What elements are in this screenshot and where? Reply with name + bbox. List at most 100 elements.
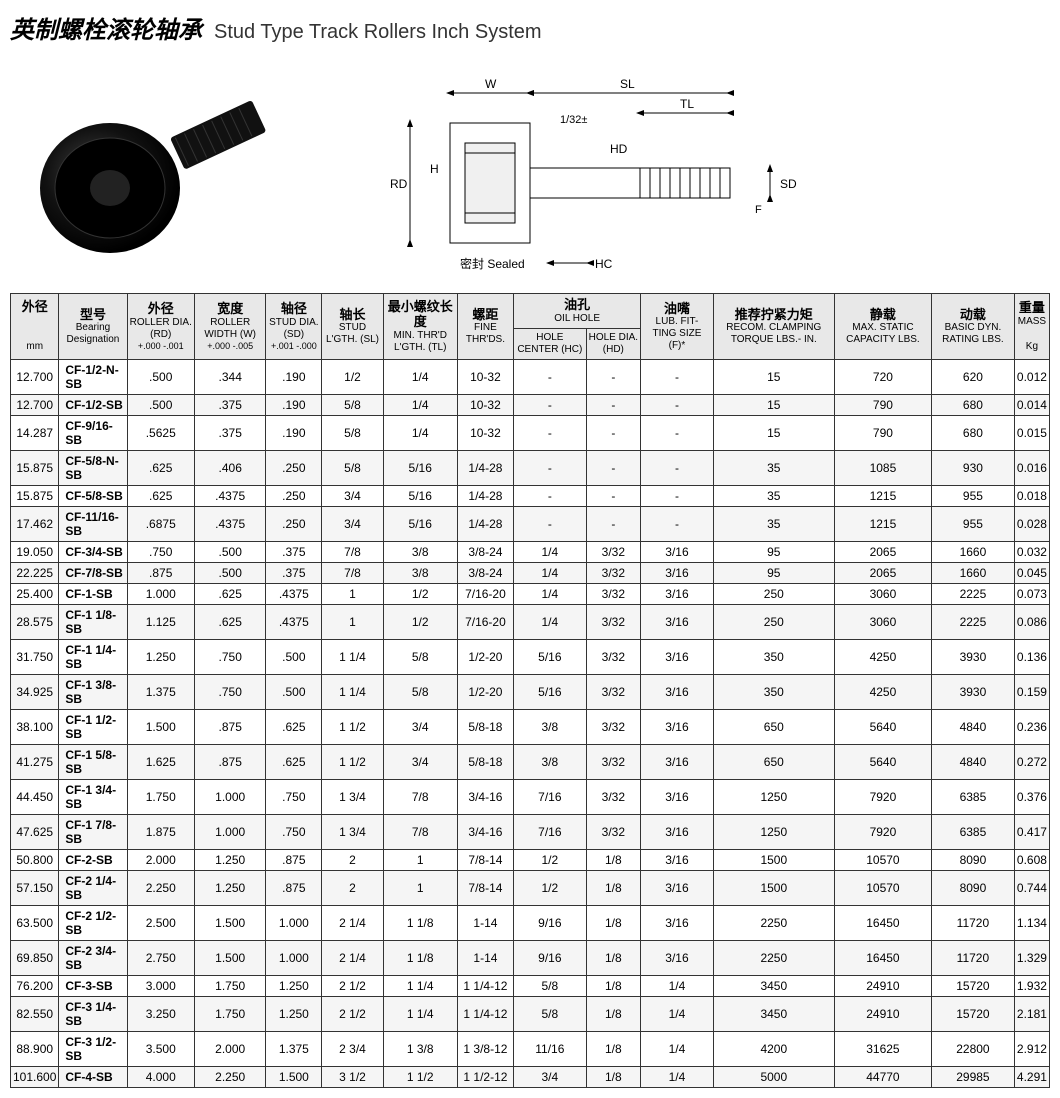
table-cell: .875 [194,709,265,744]
title-cn: 英制螺栓滚轮轴承 [10,10,202,45]
table-cell: 63.500 [11,905,59,940]
table-cell: 1/8 [586,905,641,940]
table-cell: 1 1/4 [322,674,383,709]
table-cell: 0.012 [1014,359,1049,394]
table-cell: 3/16 [641,849,714,870]
table-cell: 3/32 [586,779,641,814]
table-cell: 4.000 [127,1066,194,1087]
table-cell: 2.000 [127,849,194,870]
table-cell: 4.291 [1014,1066,1049,1087]
diagram-label-rd: RD [390,177,408,191]
table-cell: 12.700 [11,394,59,415]
table-cell: 14.287 [11,415,59,450]
table-cell: CF-1 1/8-SB [59,604,127,639]
table-cell: CF-9/16-SB [59,415,127,450]
table-cell: CF-1 7/8-SB [59,814,127,849]
table-cell: 15 [713,394,834,415]
table-cell: 29985 [932,1066,1015,1087]
table-cell: CF-1 3/4-SB [59,779,127,814]
table-cell: 1/4 [641,1031,714,1066]
table-cell: 7/8-14 [457,849,513,870]
table-cell: 3 1/2 [322,1066,383,1087]
table-cell: .190 [266,394,322,415]
table-cell: 3/8 [514,709,586,744]
table-cell: 5/16 [383,450,457,485]
table-cell: 3/8 [383,562,457,583]
table-cell: 1/8 [586,940,641,975]
table-cell: 2250 [713,940,834,975]
table-cell: 7/8 [322,541,383,562]
table-cell: 2225 [932,604,1015,639]
table-cell: 1/2 [383,604,457,639]
table-cell: 0.014 [1014,394,1049,415]
table-cell: 1.500 [194,905,265,940]
table-cell: .875 [127,562,194,583]
table-cell: 1 [322,604,383,639]
table-cell: 0.028 [1014,506,1049,541]
table-cell: 1/8 [586,996,641,1031]
table-cell: .406 [194,450,265,485]
title-en: Stud Type Track Rollers Inch System [214,21,542,44]
table-cell: 3/8 [514,744,586,779]
table-cell: 3/8-24 [457,562,513,583]
table-cell: 1.750 [127,779,194,814]
product-photo [10,53,290,283]
table-cell: 3450 [713,975,834,996]
table-cell: 5/16 [514,674,586,709]
table-cell: 3/16 [641,779,714,814]
table-cell: 1500 [713,849,834,870]
table-cell: 790 [834,415,931,450]
table-row: 47.625CF-1 7/8-SB1.8751.000.7501 3/47/83… [11,814,1050,849]
table-row: 12.700CF-1/2-SB.500.375.1905/81/410-32--… [11,394,1050,415]
table-cell: CF-3 1/4-SB [59,996,127,1031]
table-cell: 22.225 [11,562,59,583]
table-cell: 3/16 [641,674,714,709]
table-cell: 50.800 [11,849,59,870]
table-cell: 0.376 [1014,779,1049,814]
table-cell: 2 1/4 [322,905,383,940]
table-cell: 1/4 [383,394,457,415]
table-cell: 3/32 [586,814,641,849]
table-cell: 5/8 [383,674,457,709]
table-cell: 680 [932,394,1015,415]
table-cell: 3930 [932,639,1015,674]
table-row: 41.275CF-1 5/8-SB1.625.875.6251 1/23/45/… [11,744,1050,779]
table-row: 31.750CF-1 1/4-SB1.250.750.5001 1/45/81/… [11,639,1050,674]
table-cell: 8090 [932,849,1015,870]
table-cell: 6385 [932,814,1015,849]
table-cell: 1 1/2 [322,709,383,744]
table-cell: .375 [266,541,322,562]
table-cell: 1-14 [457,940,513,975]
table-cell: 25.400 [11,583,59,604]
table-cell: 1/4 [383,415,457,450]
table-cell: CF-2 1/4-SB [59,870,127,905]
table-cell: 7920 [834,814,931,849]
table-cell: 1/4 [514,583,586,604]
table-cell: 1.500 [266,1066,322,1087]
table-cell: - [641,485,714,506]
table-cell: 1 1/2 [383,1066,457,1087]
table-cell: 350 [713,674,834,709]
table-cell: 3/32 [586,674,641,709]
table-cell: - [586,450,641,485]
table-cell: 1.932 [1014,975,1049,996]
table-cell: 3/32 [586,639,641,674]
hdr-w: 宽度 ROLLER WIDTH (W) +.000 -.005 [194,294,265,360]
table-cell: 2.500 [127,905,194,940]
table-cell: .625 [194,583,265,604]
table-cell: 1.375 [127,674,194,709]
table-cell: 3/4 [383,744,457,779]
table-cell: - [641,394,714,415]
table-cell: 720 [834,359,931,394]
table-cell: 4250 [834,674,931,709]
table-cell: .4375 [194,485,265,506]
table-cell: 1/4 [641,975,714,996]
table-cell: 2065 [834,541,931,562]
table-cell: CF-7/8-SB [59,562,127,583]
table-cell: 15720 [932,975,1015,996]
table-cell: 4200 [713,1031,834,1066]
table-cell: - [514,359,586,394]
table-cell: 11/16 [514,1031,586,1066]
table-cell: CF-4-SB [59,1066,127,1087]
table-row: 63.500CF-2 1/2-SB2.5001.5001.0002 1/41 1… [11,905,1050,940]
